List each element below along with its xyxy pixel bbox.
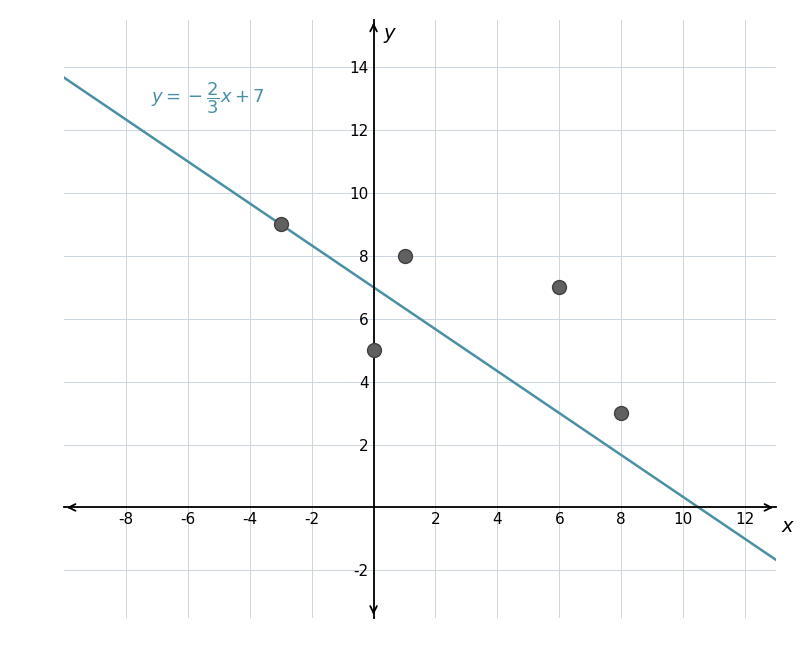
Text: $y$: $y$ [383, 26, 397, 45]
Text: $y = -\dfrac{2}{3}x + 7$: $y = -\dfrac{2}{3}x + 7$ [150, 81, 265, 116]
Point [367, 345, 380, 355]
Point [553, 282, 566, 293]
Point [615, 408, 628, 418]
Text: $x$: $x$ [781, 517, 795, 536]
Point [398, 250, 411, 261]
Point [274, 219, 287, 230]
